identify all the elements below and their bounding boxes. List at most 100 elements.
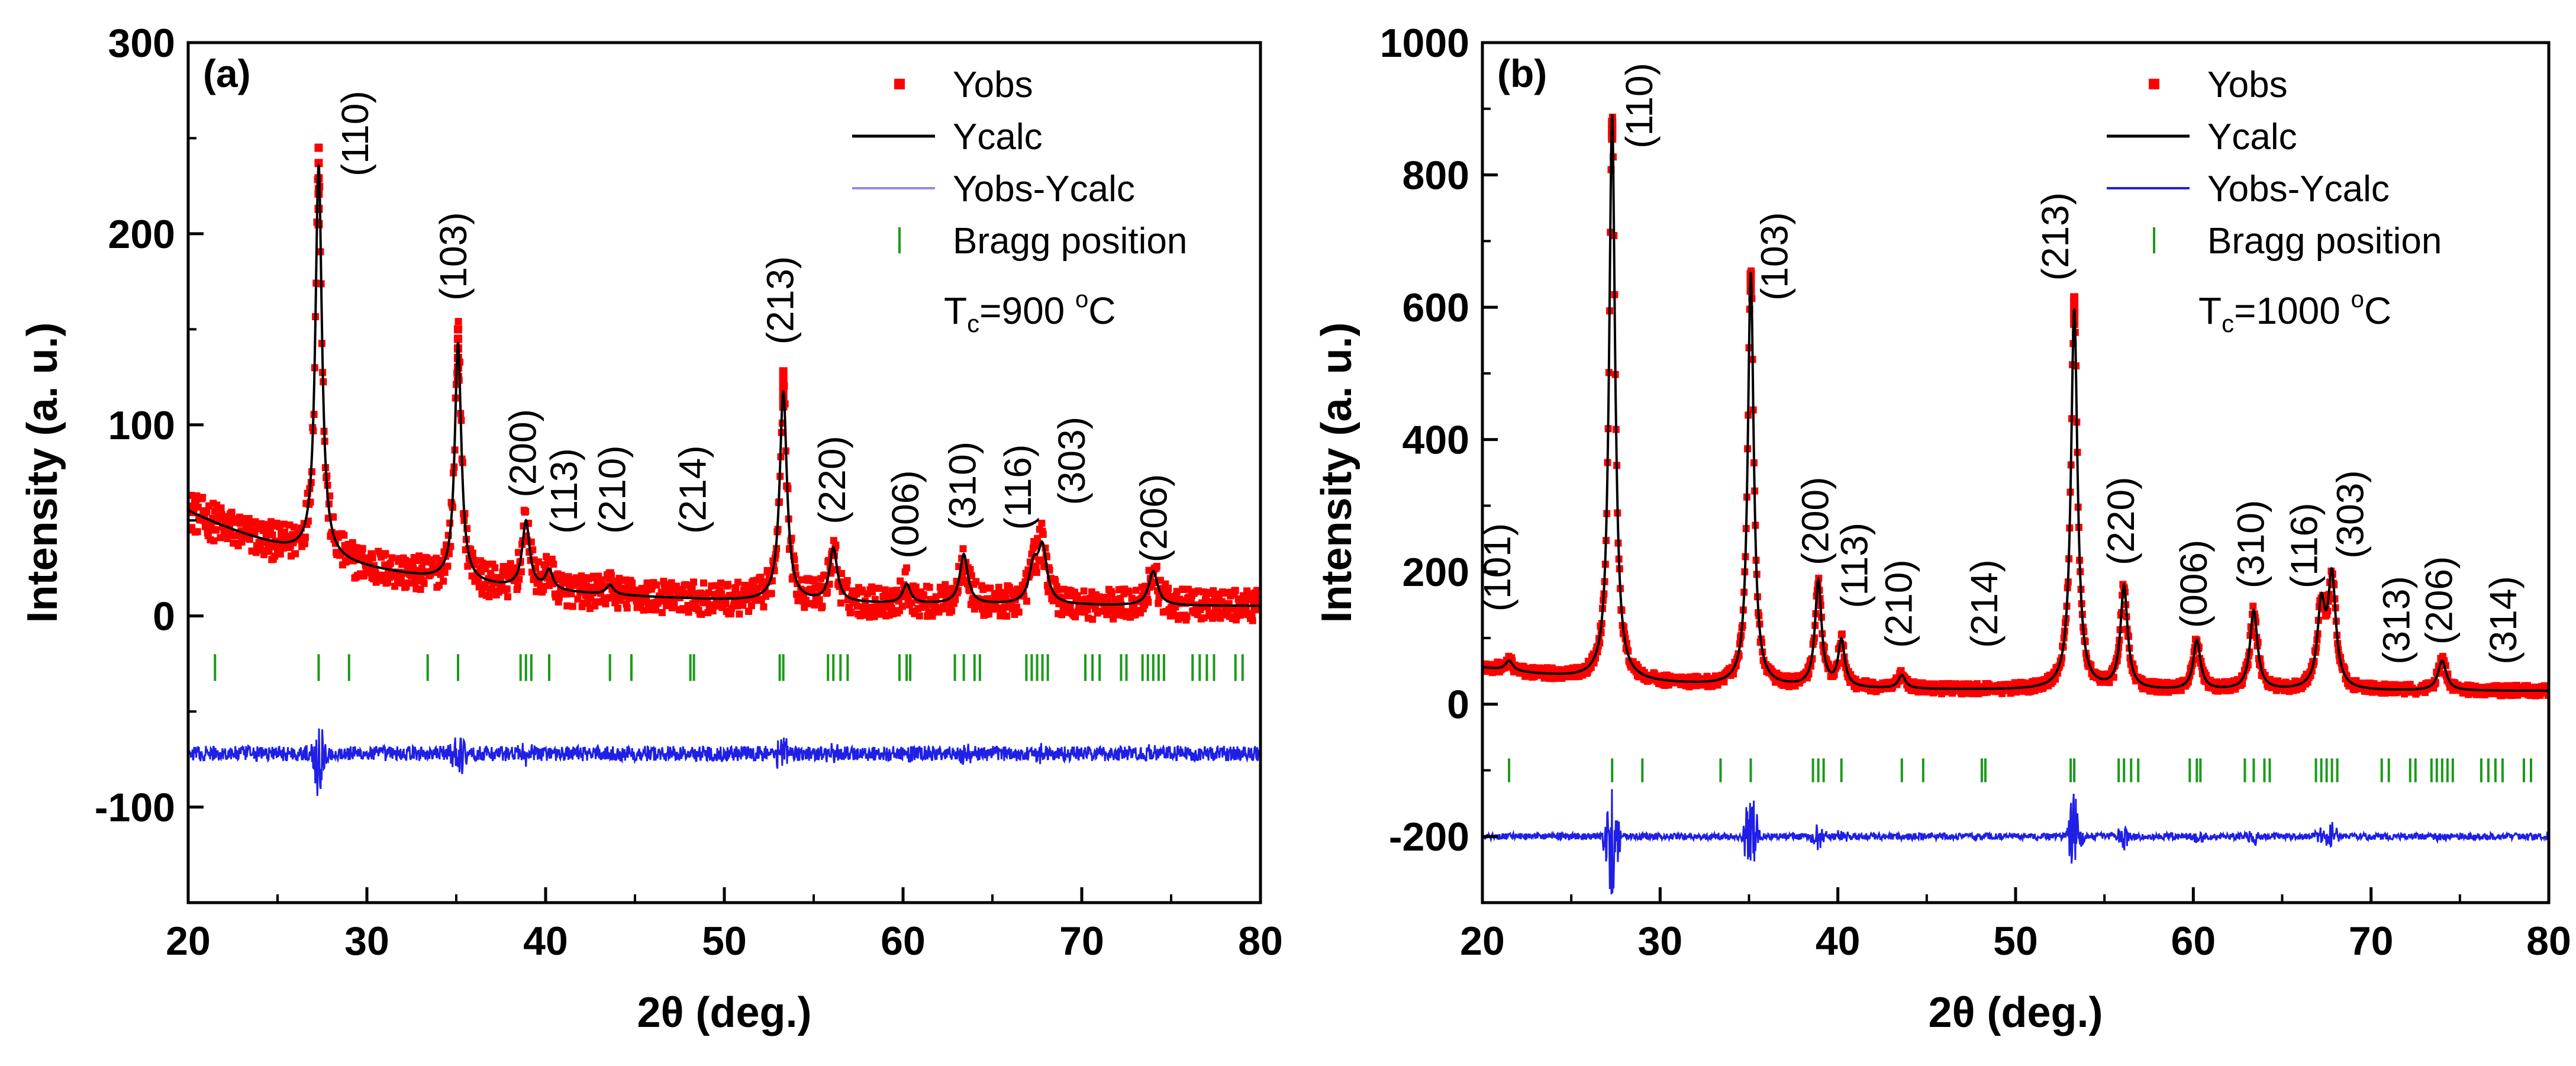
yobs-point [266,524,274,532]
yobs-point [569,603,576,610]
yobs-point [779,373,788,382]
yobs-point [846,604,853,611]
plot-area [188,143,1260,796]
yobs-point [1155,600,1162,607]
yobs-point [1255,600,1260,608]
yobs-point [984,605,992,613]
yobs-point [871,613,878,620]
tc-mid: =1000 [2234,289,2351,332]
yobs-point [330,513,337,521]
yobs-point [623,604,631,612]
yobs-point [280,520,288,528]
yobs-point [388,554,396,562]
peak-label: (310) [942,442,984,530]
yobs-point [224,534,231,542]
yobs-point [952,596,959,604]
yobs-point [815,596,823,604]
x-tick-label: 40 [1816,919,1861,964]
yobs-point [1039,530,1047,538]
yobs-point [454,325,463,334]
y-tick-label: 0 [1447,682,1469,727]
legend-yobs-label: Yobs [2207,65,2288,105]
yobs-point [869,588,876,596]
yobs-point [1053,586,1061,594]
yobs-point [1089,616,1097,623]
yobs-point [1108,590,1115,597]
yobs-point [1063,601,1071,608]
yobs-point [444,562,452,570]
x-tick-label: 40 [523,919,568,964]
yobs-point [210,537,218,545]
yobs-point [382,550,389,558]
yobs-point [1548,664,1556,672]
peak-label: (303) [1050,417,1093,505]
yobs-point [199,494,207,501]
yobs-point [1062,604,1070,612]
yobs-point [838,569,846,577]
peak-label: (116) [997,445,1039,530]
difference-line [188,728,1260,796]
peak-label: (101) [1476,523,1518,611]
yobs-point [563,602,571,610]
yobs-point [314,143,323,152]
tc-sup: o [1075,286,1088,313]
yobs-point [1173,588,1181,595]
yobs-point [608,572,615,579]
yobs-point [722,598,730,606]
x-tick-label: 80 [2526,919,2571,964]
yobs-point [1720,678,1728,686]
yobs-point [290,523,298,531]
yobs-point [653,581,660,589]
x-tick-label: 30 [1638,919,1683,964]
peak-label: (110) [1618,63,1661,149]
y-tick-label: 1000 [1380,21,1469,66]
yobs-point [1221,589,1229,597]
peak-label: (200) [1794,477,1837,565]
tc-mid: =900 [979,289,1075,332]
yobs-point [915,612,923,620]
y-tick-label: 600 [1403,285,1469,330]
yobs-point [972,578,980,585]
peak-label: (210) [591,445,634,533]
yobs-point [415,552,423,560]
y-tick-label: -100 [95,785,175,830]
yobs-point [574,595,582,603]
yobs-point [1204,603,1211,611]
legend: Yobs Ycalc Yobs-Ycalc Bragg position [2107,65,2442,262]
yobs-point [194,528,201,536]
yobs-point [881,586,889,594]
yobs-point [211,507,218,515]
yobs-point [1992,688,2000,695]
yobs-point [314,159,323,168]
yobs-point [1125,588,1133,596]
y-tick-label: 100 [108,403,175,448]
yobs-point [483,561,491,568]
panel-label: (a) [203,51,251,95]
yobs-point [1183,613,1191,620]
legend-ycalc-label: Ycalc [953,117,1043,157]
yobs-point [1225,600,1233,607]
ycalc-line [188,165,1260,607]
yobs-point [2070,293,2079,302]
yobs-point [2544,691,2549,699]
legend-bragg-label: Bragg position [953,221,1187,262]
peak-label: (314) [2482,576,2525,664]
tc-sub: c [2222,310,2234,337]
yobs-point [640,606,647,614]
y-tick-label: 200 [108,212,175,257]
yobs-point [908,599,915,607]
yobs-point [1128,594,1136,602]
tc-sup: o [2351,286,2364,313]
yobs-point [779,381,788,389]
yobs-point [602,600,610,608]
yobs-point [301,540,308,548]
yobs-point [940,604,947,611]
yobs-point [2249,603,2257,610]
yobs-point [1033,569,1040,577]
peak-label: (116) [2282,503,2325,588]
x-tick-label: 80 [1238,919,1283,964]
yobs-point [314,204,323,213]
yobs-point [727,610,734,618]
yobs-point [517,568,525,576]
yobs-point [469,549,476,557]
